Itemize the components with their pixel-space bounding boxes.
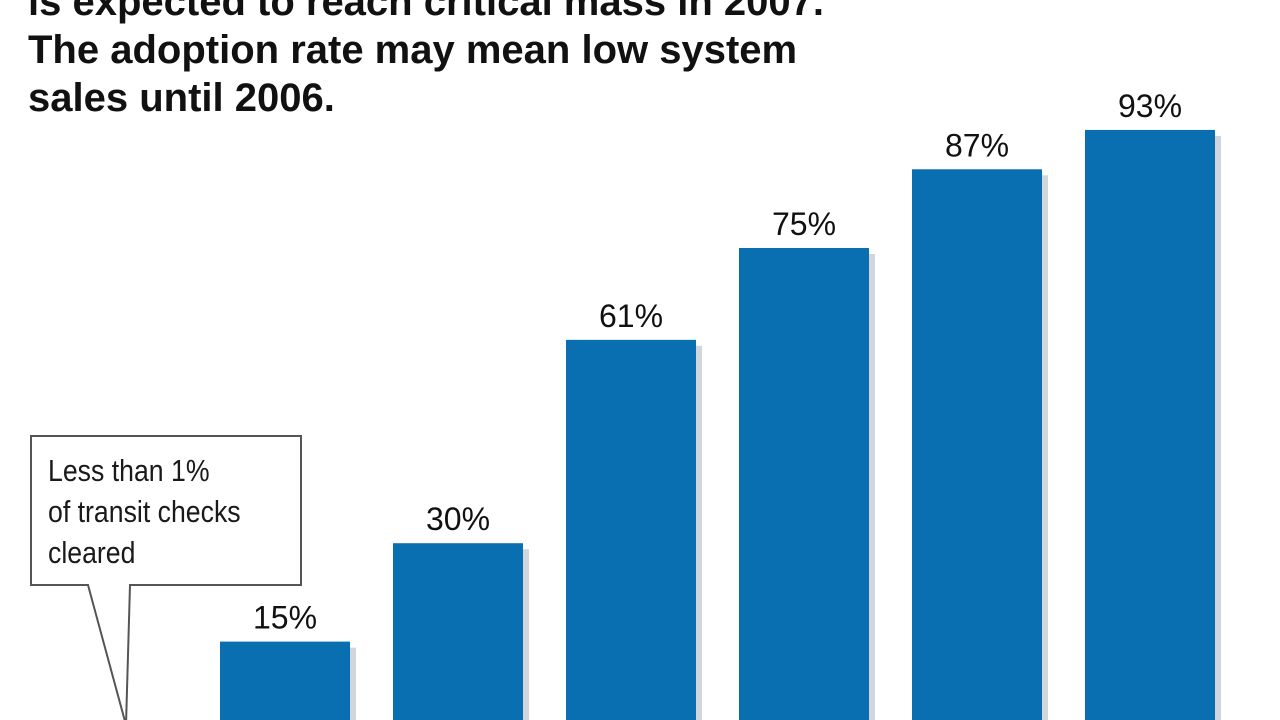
annotation-line-3: cleared: [48, 535, 136, 570]
bar-value-label-5: 87%: [945, 127, 1009, 163]
intro-line-2: The adoption rate may mean low system: [28, 28, 798, 72]
intro-line-3: sales until 2006.: [28, 76, 335, 120]
callout-box-outline: [30, 435, 302, 720]
bar-6: [1085, 129, 1215, 720]
bar-4: [739, 248, 869, 720]
bar-1: [220, 641, 350, 720]
bar-value-label-1: 15%: [253, 600, 317, 636]
annotation-line-2: of transit checks: [48, 494, 241, 529]
callout-frame: [30, 435, 302, 720]
annotation-line-1: Less than 1%: [48, 453, 210, 488]
chart-intro-text: is expected to reach critical mass in 20…: [28, 0, 988, 122]
bar-5: [912, 169, 1042, 720]
intro-line-1: is expected to reach critical mass in 20…: [28, 0, 824, 24]
bar-value-label-2: 30%: [426, 501, 490, 537]
bar-value-label-6: 93%: [1118, 88, 1182, 124]
bar-3: [566, 339, 696, 720]
annotation-text: Less than 1% of transit checks cleared: [48, 450, 263, 573]
bar-2: [393, 543, 523, 720]
annotation-callout: Less than 1% of transit checks cleared: [30, 435, 302, 720]
bar-value-label-4: 75%: [772, 206, 836, 242]
bar-value-label-3: 61%: [599, 298, 663, 334]
